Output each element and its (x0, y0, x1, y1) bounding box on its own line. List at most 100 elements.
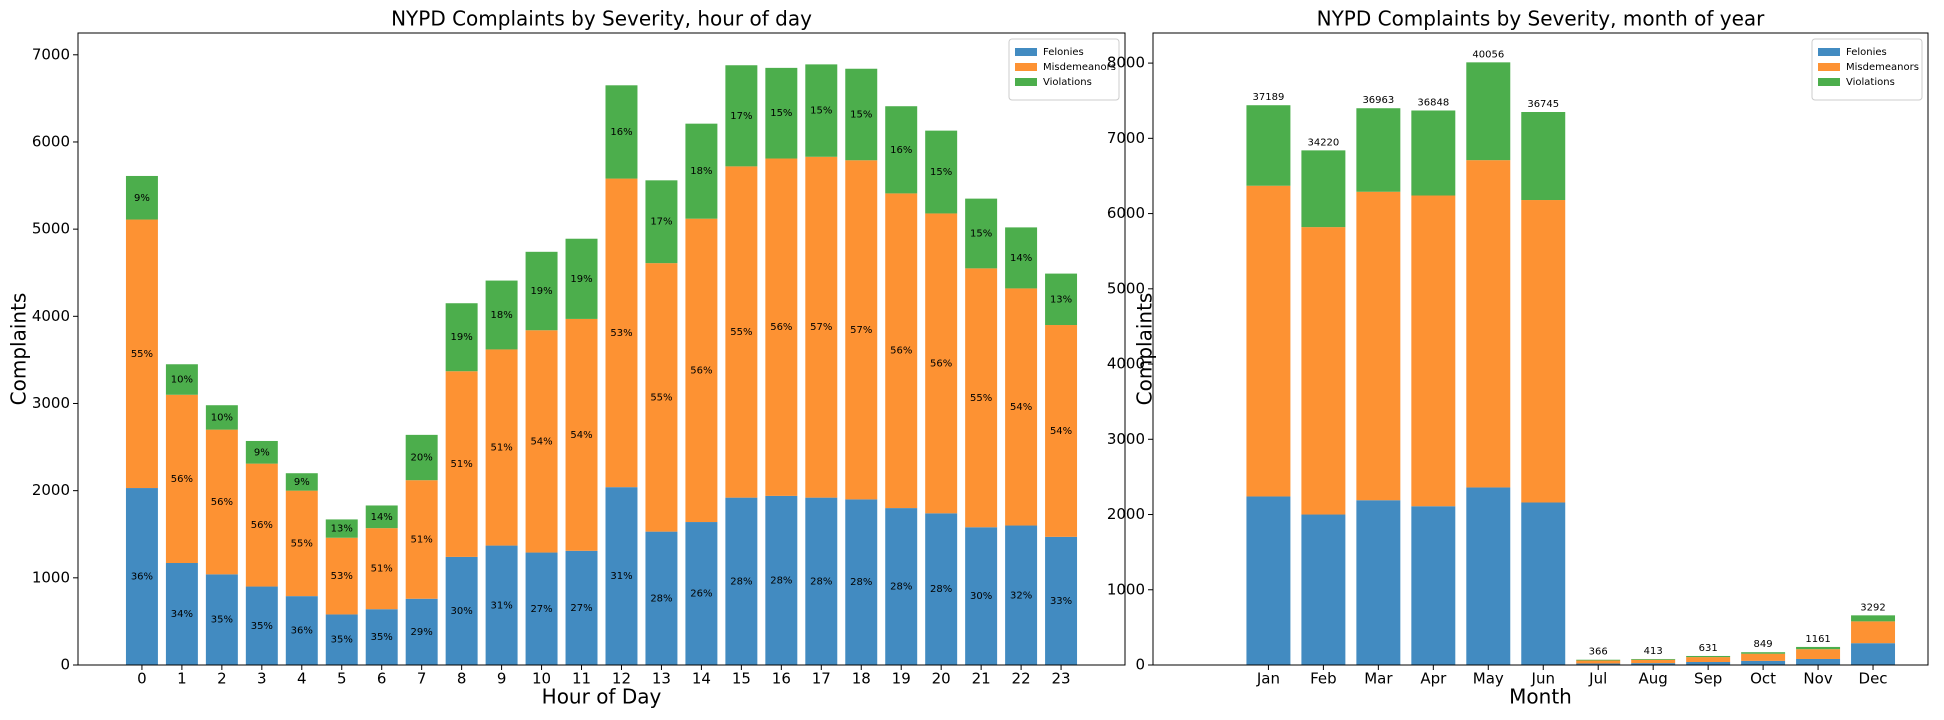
share-label: 28% (650, 593, 672, 604)
bar-segment (1521, 112, 1566, 201)
x-tick-label: 16 (772, 670, 791, 688)
bar-segment (365, 505, 398, 529)
x-tick-label: Apr (1420, 670, 1447, 688)
share-label: 51% (411, 534, 433, 545)
bar-segment (1356, 500, 1401, 665)
share-label: 55% (291, 538, 313, 549)
share-label: 56% (930, 358, 952, 369)
x-tick-label: Jun (1531, 670, 1555, 688)
share-label: 56% (690, 365, 712, 376)
bar-segment (205, 405, 238, 430)
share-label: 19% (451, 332, 473, 343)
bar-segment (885, 508, 918, 665)
legend-swatch (1015, 63, 1037, 71)
legend-label: Misdemeanors (1846, 62, 1919, 73)
bar-segment (1005, 525, 1038, 665)
share-label: 15% (810, 106, 832, 117)
x-axis-label: Month (1509, 685, 1572, 709)
x-tick-label: 13 (652, 670, 671, 688)
bar-segment (605, 85, 638, 179)
share-label: 17% (730, 111, 752, 122)
bar-segment (645, 263, 678, 532)
bar-segment (165, 394, 198, 564)
bar-segment (125, 488, 158, 665)
bar-segment (925, 213, 958, 514)
y-tick-label: 0 (60, 656, 70, 674)
bar-segment (1005, 288, 1038, 526)
bar-segment (1045, 273, 1078, 326)
share-label: 28% (930, 584, 952, 595)
x-tick-label: 2 (217, 670, 227, 688)
share-label: 30% (451, 606, 473, 617)
y-tick-label: 0 (1135, 656, 1145, 674)
x-tick-label: 4 (297, 670, 307, 688)
bar-segment (525, 330, 558, 553)
bar-segment (445, 303, 478, 372)
share-label: 57% (850, 325, 872, 336)
share-label: 35% (371, 632, 393, 643)
y-axis-label: Complaints (7, 293, 31, 406)
y-tick-label: 2000 (32, 481, 70, 499)
x-tick-label: Nov (1803, 670, 1832, 688)
bar-segment (885, 193, 918, 509)
chart-title: NYPD Complaints by Severity, hour of day (391, 7, 812, 31)
share-label: 9% (134, 193, 150, 204)
x-tick-label: 15 (732, 670, 751, 688)
bar-segment (1521, 200, 1566, 503)
y-tick-label: 5000 (1107, 279, 1145, 297)
bar-segment (725, 166, 758, 498)
bar-segment (125, 175, 158, 220)
share-label: 15% (850, 110, 872, 121)
bar-segment (1246, 496, 1291, 665)
x-tick-label: 5 (337, 670, 347, 688)
bar-segment (885, 106, 918, 194)
bar-segment (925, 130, 958, 214)
bar-segment (1686, 657, 1731, 662)
share-label: 57% (810, 322, 832, 333)
share-label: 53% (331, 571, 353, 582)
y-tick-label: 3000 (1107, 430, 1145, 448)
x-tick-label: 6 (377, 670, 387, 688)
y-tick-label: 7000 (32, 45, 70, 63)
share-label: 55% (970, 393, 992, 404)
y-tick-label: 8000 (1107, 54, 1145, 72)
share-label: 32% (1010, 590, 1032, 601)
bar-segment (1851, 615, 1896, 622)
total-label: 40056 (1472, 49, 1504, 60)
bar-segment (1356, 191, 1401, 501)
bar-segment (685, 123, 718, 219)
share-label: 9% (254, 447, 270, 458)
bar-segment (405, 480, 438, 599)
x-tick-label: 10 (532, 670, 551, 688)
share-label: 15% (970, 228, 992, 239)
share-label: 55% (730, 327, 752, 338)
bar-segment (245, 440, 278, 464)
bar-segment (1741, 652, 1786, 654)
share-label: 16% (610, 127, 632, 138)
share-label: 14% (1010, 253, 1032, 264)
share-label: 27% (570, 603, 592, 614)
total-label: 36963 (1362, 95, 1394, 106)
x-tick-label: 0 (137, 670, 147, 688)
legend-label: Felonies (1846, 47, 1887, 58)
share-label: 10% (211, 412, 233, 423)
bar-segment (1005, 227, 1038, 289)
bar-segment (965, 268, 998, 528)
share-label: 28% (770, 575, 792, 586)
bar-segment (1631, 658, 1676, 660)
bar-segment (1246, 185, 1291, 497)
bar-segment (925, 513, 958, 665)
bar-segment (165, 364, 198, 395)
bar-segment (245, 463, 278, 587)
bar-segment (325, 519, 358, 538)
y-tick-label: 2000 (1107, 505, 1145, 523)
total-label: 413 (1644, 646, 1663, 657)
share-label: 20% (411, 453, 433, 464)
share-label: 54% (1010, 402, 1032, 413)
legend-label: Misdemeanors (1043, 62, 1116, 73)
y-tick-label: 1000 (32, 568, 70, 586)
share-label: 54% (570, 430, 592, 441)
share-label: 34% (171, 609, 193, 620)
bar-segment (525, 251, 558, 331)
share-label: 30% (970, 591, 992, 602)
